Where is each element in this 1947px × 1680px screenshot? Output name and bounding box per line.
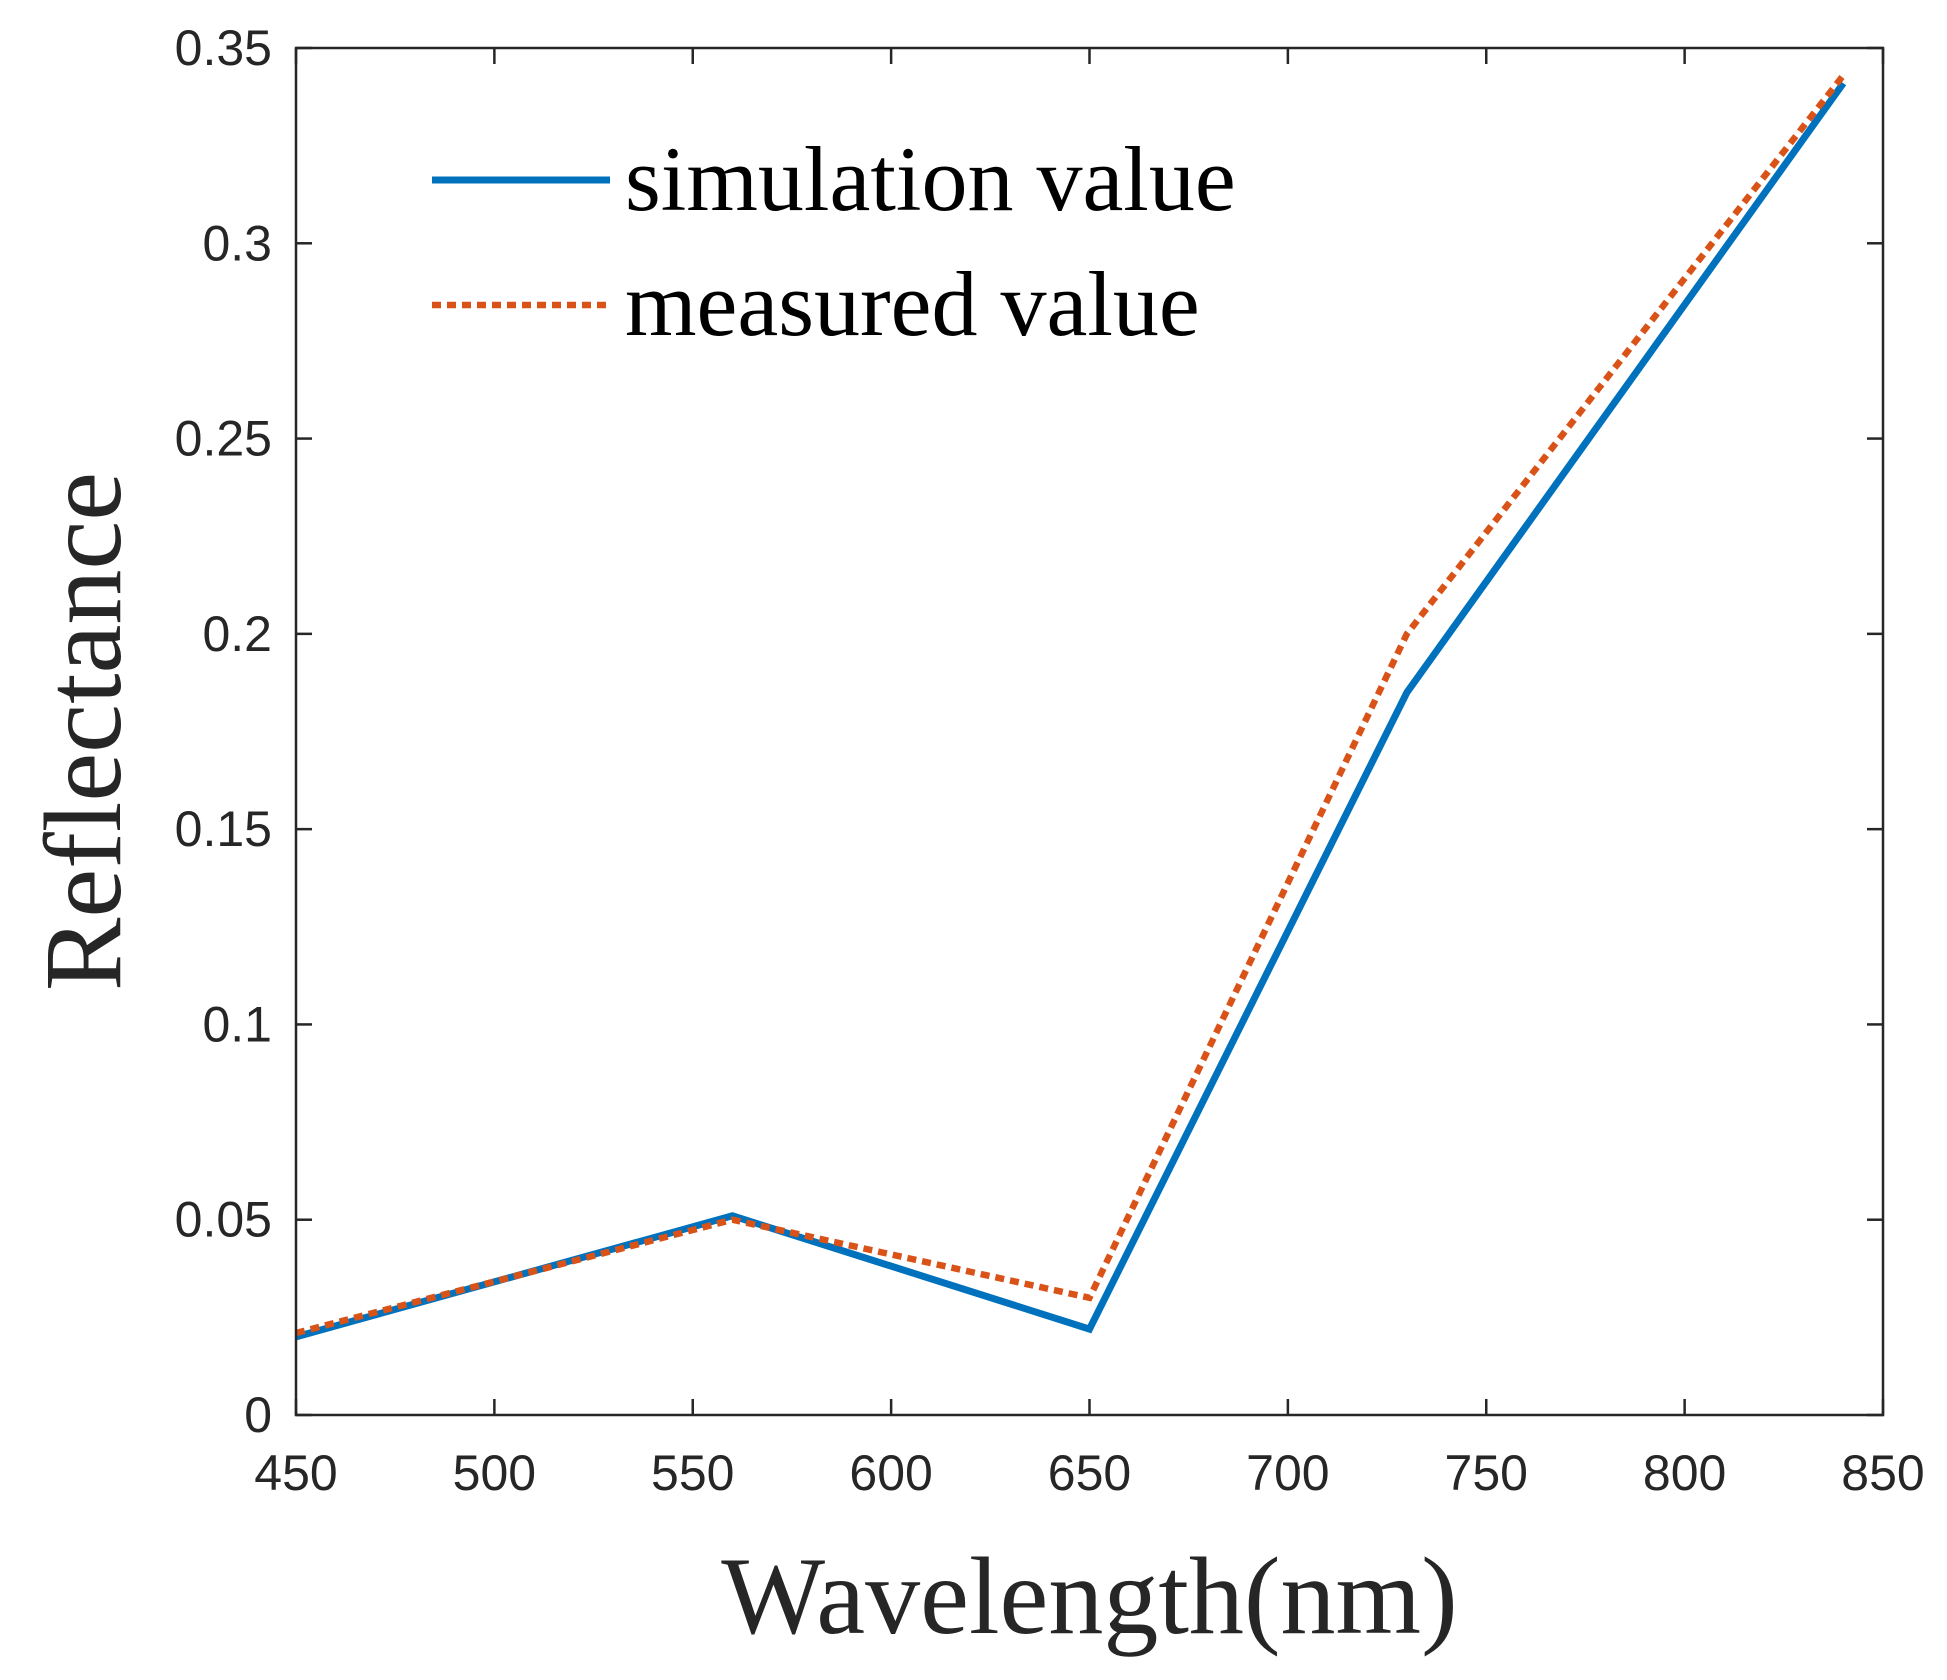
legend-label-measured: measured value (625, 253, 1200, 355)
y-axis-title: Reflectance (22, 472, 144, 991)
legend-label-simulation: simulation value (625, 128, 1236, 230)
x-tick-label: 700 (1246, 1445, 1329, 1501)
axes-box (294, 46, 1885, 1417)
x-tick-label: 450 (254, 1445, 337, 1501)
y-tick-label: 0.25 (175, 411, 272, 467)
x-tick-label: 750 (1445, 1445, 1528, 1501)
series-layer (295, 73, 1847, 1341)
y-tick-label: 0.1 (202, 996, 272, 1052)
y-tick-label: 0.05 (175, 1192, 272, 1248)
legend: simulation value measured value (432, 128, 1236, 355)
x-tick-label: 500 (453, 1445, 536, 1501)
y-tick-label: 0.2 (202, 606, 272, 662)
x-tick-label: 850 (1841, 1445, 1924, 1501)
axis-ticks: 450 500 550 600 650 700 750 800 850 0 0.05 0.1 0.15 0… (175, 20, 1925, 1501)
x-tick-label: 600 (849, 1445, 932, 1501)
x-tick-label: 650 (1048, 1445, 1131, 1501)
x-tick-label: 800 (1643, 1445, 1726, 1501)
y-tick-label: 0.15 (175, 801, 272, 857)
y-tick-label: 0.3 (202, 215, 272, 271)
y-tick-label: 0 (244, 1387, 272, 1443)
x-tick-label: 550 (651, 1445, 734, 1501)
series-line-measured (295, 73, 1846, 1337)
x-axis-title: Wavelength(nm) (721, 1535, 1457, 1657)
y-tick-label: 0.35 (175, 20, 272, 76)
